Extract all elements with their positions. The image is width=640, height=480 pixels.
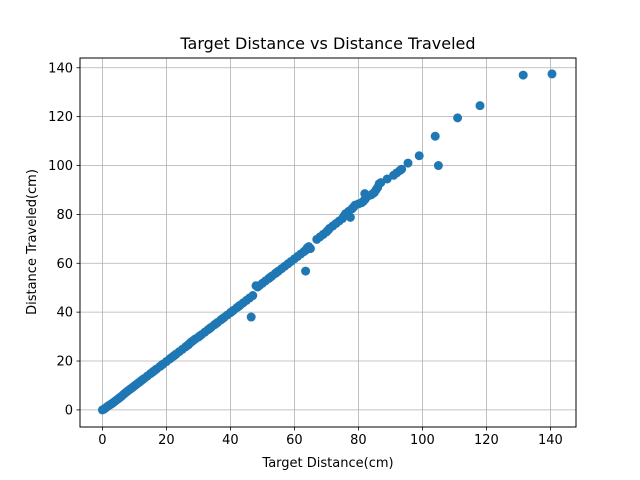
scatter-points <box>97 69 557 415</box>
data-point <box>430 131 440 141</box>
x-tick-label: 80 <box>350 433 367 448</box>
data-point <box>403 158 413 168</box>
data-point <box>345 212 355 222</box>
data-point <box>475 101 485 111</box>
data-point <box>453 113 463 123</box>
data-point <box>301 266 311 276</box>
data-point <box>547 69 557 79</box>
x-tick-label: 40 <box>222 433 239 448</box>
x-tick-label: 140 <box>538 433 563 448</box>
y-tick-label: 100 <box>48 159 73 174</box>
grid-lines <box>80 58 576 427</box>
data-point <box>518 70 528 80</box>
x-axis-label: Target Distance(cm) <box>261 456 393 471</box>
y-axis-ticks: 0 20 40 60 80 100 120 140 <box>48 61 80 418</box>
x-axis-ticks: 0 20 40 60 80 100 120 140 <box>98 427 563 448</box>
chart-title: Target Distance vs Distance Traveled <box>179 34 475 53</box>
x-tick-label: 100 <box>410 433 435 448</box>
y-tick-label: 20 <box>56 355 73 370</box>
x-tick-label: 0 <box>98 433 106 448</box>
x-tick-label: 60 <box>286 433 303 448</box>
y-tick-label: 40 <box>56 306 73 321</box>
data-point <box>305 244 315 254</box>
y-axis-label: Distance Traveled(cm) <box>25 169 40 315</box>
y-tick-label: 120 <box>48 110 73 125</box>
plot-frame <box>79 57 577 428</box>
y-tick-label: 140 <box>48 61 73 76</box>
y-tick-label: 60 <box>56 257 73 272</box>
y-tick-label: 0 <box>65 403 73 418</box>
x-tick-label: 20 <box>158 433 175 448</box>
data-point <box>414 151 424 161</box>
data-point <box>433 161 443 171</box>
y-tick-label: 80 <box>56 208 73 223</box>
x-tick-label: 120 <box>474 433 499 448</box>
data-point <box>397 164 407 174</box>
data-point <box>248 291 258 301</box>
data-point <box>246 312 256 322</box>
